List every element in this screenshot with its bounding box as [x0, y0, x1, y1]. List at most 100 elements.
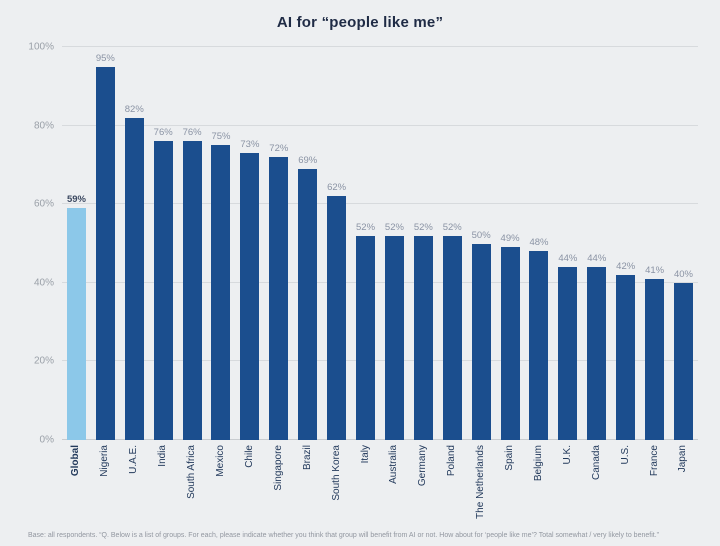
category-label: Global — [70, 445, 82, 477]
y-axis-tick-label: 40% — [33, 277, 54, 289]
bar-column: 42% — [611, 47, 640, 440]
bar-value-label: 52% — [356, 221, 376, 233]
bar — [673, 282, 693, 440]
category-label: India — [157, 445, 169, 467]
bar-value-label: 49% — [500, 233, 520, 245]
bar-value-label: 75% — [211, 131, 231, 143]
x-label-cell: India — [149, 443, 178, 531]
bar — [298, 168, 318, 440]
x-label-cell: South Africa — [178, 443, 207, 531]
bar-value-label: 82% — [124, 103, 144, 115]
category-label: Belgium — [532, 445, 544, 482]
gridline — [62, 281, 698, 283]
bar-value-label: 52% — [384, 221, 404, 233]
bar-column: 95% — [91, 47, 120, 440]
bar-column: 76% — [149, 47, 178, 440]
bar-value-label: 52% — [413, 221, 433, 233]
category-label: Singapore — [272, 445, 284, 491]
highlight-bar — [66, 208, 86, 440]
bar-value-label: 73% — [240, 139, 260, 151]
y-axis-tick-label: 100% — [28, 41, 54, 53]
bar-value-label: 59% — [66, 194, 86, 206]
gridline — [62, 439, 698, 440]
bar-column: 72% — [264, 47, 293, 440]
x-label-cell: Canada — [582, 443, 611, 531]
category-label: Germany — [417, 445, 429, 487]
bar-column: 59% — [62, 47, 91, 440]
gridline — [62, 203, 698, 205]
bar-column: 52% — [380, 47, 409, 440]
x-label-cell: South Korea — [322, 443, 351, 531]
category-label: Italy — [359, 445, 371, 464]
bar — [587, 267, 607, 440]
y-axis-tick-label: 0% — [39, 434, 54, 446]
bar-column: 52% — [438, 47, 467, 440]
bar-column: 49% — [496, 47, 525, 440]
x-label-cell: Brazil — [293, 443, 322, 531]
x-label-cell: Spain — [496, 443, 525, 531]
bar — [558, 267, 578, 440]
category-label: U.S. — [619, 445, 631, 465]
bar — [153, 141, 173, 440]
bar-column: 73% — [235, 47, 264, 440]
category-label: South Korea — [330, 445, 342, 501]
bar — [645, 278, 665, 440]
x-axis-labels: Global Nigeria U.A.E. India South Africa Mexi… — [62, 443, 698, 531]
bar-column: 44% — [582, 47, 611, 440]
bar — [95, 66, 115, 440]
bar — [529, 251, 549, 440]
x-label-cell: The Netherlands — [467, 443, 496, 531]
bar — [356, 235, 376, 440]
bar-column: 41% — [640, 47, 669, 440]
bar-column: 76% — [178, 47, 207, 440]
category-label: U.K. — [561, 445, 573, 465]
bar-value-label: 44% — [587, 253, 607, 265]
bar — [124, 117, 144, 440]
category-label: The Netherlands — [475, 445, 487, 519]
category-label: Japan — [677, 445, 689, 473]
bar — [384, 235, 404, 440]
category-label: Mexico — [214, 445, 226, 477]
x-label-cell: Nigeria — [91, 443, 120, 531]
x-label-cell: Australia — [380, 443, 409, 531]
x-label-cell: Singapore — [264, 443, 293, 531]
x-label-cell: France — [640, 443, 669, 531]
bar-column: 52% — [351, 47, 380, 440]
bar-value-label: 52% — [442, 221, 462, 233]
bar — [413, 235, 433, 440]
bar-value-label: 62% — [327, 182, 347, 194]
x-label-cell: Japan — [669, 443, 698, 531]
category-label: Spain — [504, 445, 516, 471]
category-label: Canada — [590, 445, 602, 481]
bar-value-label: 48% — [529, 237, 549, 249]
gridline — [62, 124, 698, 126]
bar — [211, 145, 231, 440]
category-label: South Africa — [186, 445, 198, 499]
category-label: U.A.E. — [128, 445, 140, 474]
gridline — [62, 360, 698, 362]
bar-value-label: 76% — [153, 127, 173, 139]
bar-value-label: 50% — [471, 229, 491, 241]
bar-column: 48% — [525, 47, 554, 440]
x-label-cell: Belgium — [525, 443, 554, 531]
category-label: France — [648, 445, 660, 477]
bar-column: 52% — [409, 47, 438, 440]
chart-title: AI for “people like me” — [276, 14, 444, 31]
bar — [240, 153, 260, 440]
x-label-cell: Global — [62, 443, 91, 531]
bar-value-label: 42% — [616, 260, 636, 272]
bar-column: 82% — [120, 47, 149, 440]
x-label-cell: U.A.E. — [120, 443, 149, 531]
bar-value-label: 40% — [673, 268, 693, 280]
category-label: Australia — [388, 445, 400, 484]
bar — [500, 247, 520, 440]
x-label-cell: Germany — [409, 443, 438, 531]
plot-area: 0% 20% 40% 60% 80% 100% 59% 95% 82% 76% 76% 75% 73%… — [28, 42, 698, 446]
gridline — [62, 46, 698, 47]
x-label-cell: Chile — [235, 443, 264, 531]
bar — [442, 235, 462, 440]
bar-column: 40% — [669, 47, 698, 440]
bar-column: 62% — [322, 47, 351, 440]
bar-column: 69% — [293, 47, 322, 440]
